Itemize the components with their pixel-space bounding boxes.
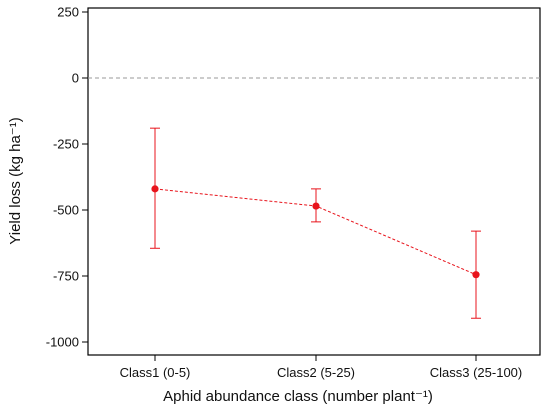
plot-frame (87, 7, 541, 356)
data-point (151, 185, 159, 193)
y-axis-title: Yield loss (kg ha⁻¹) (7, 117, 24, 244)
x-axis-title: Aphid abundance class (number plant⁻¹) (163, 388, 433, 405)
y-tick-label: 0 (72, 71, 79, 86)
data-point (312, 202, 320, 210)
x-tick-label: Class3 (25-100) (430, 365, 523, 380)
x-tick-label: Class1 (0-5) (120, 365, 191, 380)
y-tick-label: 250 (57, 5, 79, 20)
y-tick-label: -500 (53, 203, 79, 218)
y-tick-label: -750 (53, 269, 79, 284)
y-tick-label: -1000 (46, 335, 79, 350)
y-tick-label: -250 (53, 137, 79, 152)
data-point (472, 271, 480, 279)
x-tick-label: Class2 (5-25) (277, 365, 355, 380)
